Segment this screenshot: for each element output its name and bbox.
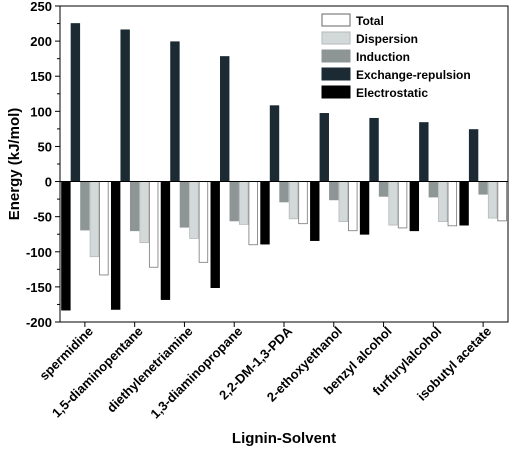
x-tick-label: 1,5-diaminopentane (49, 324, 146, 421)
bar-electrostatic (310, 181, 320, 241)
bar-dispersion (139, 181, 149, 244)
bar-dispersion (239, 181, 249, 225)
bar-dispersion (189, 181, 199, 239)
bar-exchange-repulsion (70, 23, 81, 182)
bar-total (298, 181, 308, 225)
y-tick-label: 150 (30, 69, 52, 84)
y-axis-title: Energy (kJ/mol) (6, 108, 23, 221)
legend-swatch-induction (321, 49, 351, 63)
legend-label: Exchange-repulsion (356, 68, 471, 82)
bar-electrostatic (359, 181, 370, 235)
bar-dispersion (338, 181, 348, 222)
bar-electrostatic (160, 181, 171, 300)
bar-electrostatic (409, 181, 420, 232)
bar-induction (229, 181, 239, 222)
bar-electrostatic (459, 181, 469, 226)
bar-total (348, 181, 358, 232)
bar-total (148, 181, 159, 268)
y-tick-label: 200 (30, 34, 52, 49)
y-tick-label: 0 (45, 175, 52, 190)
x-axis-title: Lignin-Solvent (232, 430, 336, 447)
x-tick-label: diethylenetriamine (104, 324, 196, 416)
bar-electrostatic (210, 181, 220, 288)
bar-exchange-repulsion (319, 113, 329, 182)
bar-exchange-repulsion (468, 129, 479, 182)
bar-total (99, 181, 109, 276)
bar-dispersion (438, 181, 448, 222)
legend-swatch-dispersion (321, 31, 351, 45)
bar-total (248, 181, 258, 246)
bar-electrostatic (110, 181, 121, 310)
bar-total (198, 181, 209, 263)
bar-dispersion (89, 181, 100, 258)
y-tick-label: -200 (26, 315, 52, 330)
legend-swatch-exchange-repulsion (321, 67, 351, 81)
bar-total (497, 181, 507, 222)
legend-label: Induction (356, 50, 410, 64)
bar-induction (329, 181, 339, 201)
bar-exchange-repulsion (269, 105, 280, 182)
bar-exchange-repulsion (170, 41, 180, 182)
bar-exchange-repulsion (120, 29, 130, 182)
bar-induction (129, 181, 140, 232)
bar-dispersion (487, 181, 498, 219)
bars-layer (61, 23, 507, 311)
bar-electrostatic (61, 181, 71, 311)
bar-induction (378, 181, 389, 197)
y-tick-label: 50 (38, 139, 52, 154)
legend-label: Electrostatic (356, 86, 428, 100)
bar-exchange-repulsion (220, 56, 230, 182)
bar-induction (279, 181, 289, 203)
y-tick-label: 250 (30, 0, 52, 14)
y-tick-label: -100 (26, 245, 52, 260)
legend-label: Total (356, 14, 384, 28)
bar-induction (80, 181, 90, 231)
bar-electrostatic (260, 181, 270, 245)
bar-dispersion (288, 181, 299, 220)
legend: Total Dispersion Induction Exchange-repulsi… (321, 13, 471, 100)
legend-swatch-electrostatic (321, 85, 351, 99)
y-tick-label: -150 (26, 280, 52, 295)
legend-label: Dispersion (356, 32, 418, 46)
legend-swatch-total (321, 13, 351, 27)
bar-induction (428, 181, 439, 198)
bar-dispersion (388, 181, 398, 226)
bar-total (397, 181, 408, 229)
bar-exchange-repulsion (419, 122, 429, 182)
bar-total (447, 181, 458, 227)
bar-induction (478, 181, 488, 195)
y-tick-label: 100 (30, 104, 52, 119)
y-axis: -200 -150 -100 -50 0 50 100 150 200 250 (26, 0, 60, 330)
bar-exchange-repulsion (369, 117, 379, 182)
y-tick-label: -50 (33, 210, 52, 225)
x-tick-label: 1,3-diaminopropane (147, 324, 245, 422)
bar-induction (179, 181, 190, 228)
x-axis: spermidine1,5-diaminopentanediethylenetr… (36, 322, 494, 421)
